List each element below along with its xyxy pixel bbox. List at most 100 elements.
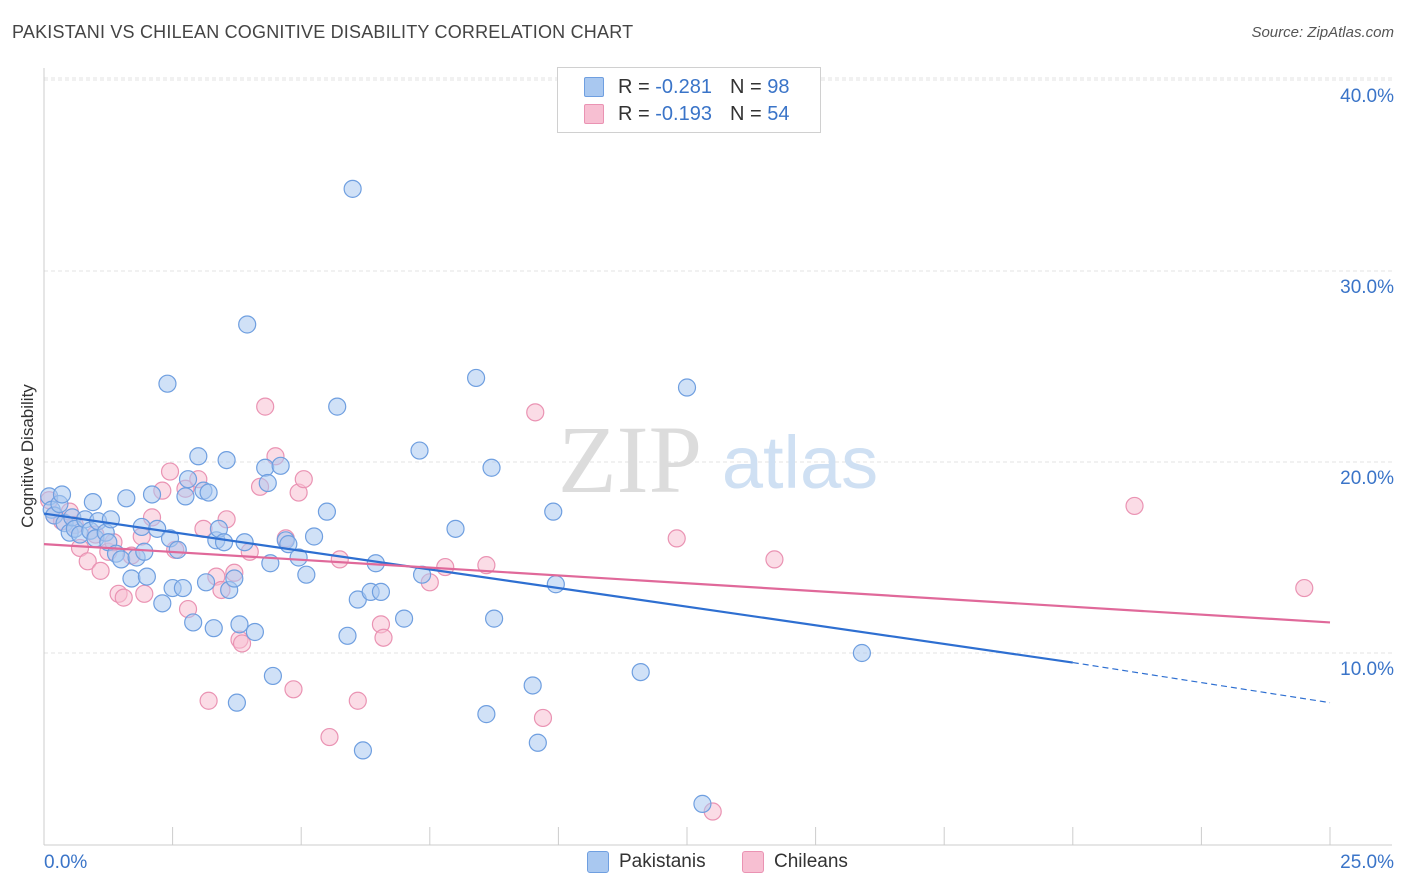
chilean-swatch-icon — [742, 851, 764, 873]
data-point — [353, 741, 373, 760]
data-point — [533, 708, 553, 728]
stats-legend: R = -0.281 N = 98 R = -0.193 N = 54 — [557, 67, 821, 133]
data-point — [371, 582, 391, 601]
data-point — [117, 489, 136, 508]
data-point — [482, 458, 501, 477]
pakistani-points — [40, 179, 871, 813]
data-point — [394, 609, 414, 628]
x-tick-max: 25.0% — [1340, 852, 1394, 873]
data-point — [78, 552, 97, 571]
data-point — [173, 578, 192, 598]
y-axis-label: Cognitive Disability — [18, 384, 37, 528]
data-point — [101, 510, 120, 529]
data-point — [238, 315, 257, 334]
data-point — [137, 567, 156, 586]
legend-n-value: 98 — [767, 75, 790, 98]
data-point — [693, 794, 712, 813]
data-point — [258, 473, 277, 493]
legend-row-chilean: R = -0.193 N = 54 — [584, 101, 789, 127]
data-point — [227, 693, 246, 712]
data-point — [153, 594, 172, 613]
legend-row-pakistani: R = -0.281 N = 98 — [584, 74, 789, 100]
y-tick-label: 20.0% — [1340, 468, 1394, 489]
legend-r-value: -0.193 — [655, 102, 712, 125]
data-point — [114, 588, 133, 607]
data-point — [178, 470, 198, 489]
data-point — [328, 397, 347, 416]
chart-title: PAKISTANI VS CHILEAN COGNITIVE DISABILIT… — [12, 22, 634, 42]
y-tick-label: 40.0% — [1340, 86, 1394, 107]
data-point — [52, 485, 72, 504]
data-point — [189, 447, 208, 466]
data-point — [667, 529, 686, 548]
data-point — [245, 622, 265, 642]
watermark-atlas: atlas — [722, 421, 878, 504]
legend-n-label: N = — [729, 75, 762, 98]
data-point — [196, 573, 216, 592]
data-point — [631, 662, 650, 682]
pakistani-swatch-icon — [584, 77, 604, 97]
data-point — [1125, 496, 1144, 516]
data-point — [852, 643, 871, 663]
data-point — [112, 550, 131, 569]
data-point — [526, 403, 545, 422]
data-point — [91, 561, 110, 580]
data-point — [304, 527, 324, 546]
trend-lines — [43, 512, 1331, 704]
data-point — [217, 450, 236, 470]
legend-n-label: N = — [729, 102, 762, 125]
legend-item-chileans: Chileans — [742, 851, 848, 873]
data-point — [204, 619, 223, 638]
data-point — [343, 179, 362, 198]
data-point — [765, 550, 784, 569]
data-point — [338, 626, 357, 645]
legend-r-label: R = — [618, 102, 650, 125]
data-point — [184, 613, 203, 632]
data-point — [160, 462, 180, 481]
data-point — [317, 502, 337, 521]
axis-layer — [43, 68, 1392, 846]
pakistani-swatch-icon — [587, 851, 609, 873]
data-point — [225, 569, 244, 588]
watermark: ZIP atlas — [558, 406, 878, 513]
data-point — [466, 368, 486, 388]
legend-label-pakistanis: Pakistanis — [619, 851, 706, 872]
data-point — [544, 502, 563, 521]
data-point — [230, 615, 249, 634]
data-point — [135, 542, 154, 561]
data-point — [199, 483, 218, 502]
legend-n-value: 54 — [767, 102, 790, 125]
data-point — [122, 569, 141, 588]
data-point — [1295, 578, 1314, 598]
legend-r-label: R = — [618, 75, 650, 98]
data-point — [168, 540, 187, 559]
grid-layer — [44, 77, 1392, 654]
data-point — [232, 634, 252, 653]
legend-item-pakistanis: Pakistanis — [587, 851, 706, 873]
data-point — [677, 378, 697, 397]
data-point — [135, 584, 154, 603]
data-point — [410, 441, 429, 460]
data-point — [263, 666, 283, 686]
legend-r-value: -0.281 — [655, 75, 712, 98]
data-point — [320, 727, 339, 747]
data-point — [256, 397, 275, 416]
data-point — [477, 556, 496, 575]
data-point — [446, 519, 465, 538]
y-tick-label: 30.0% — [1340, 277, 1394, 298]
data-point — [271, 456, 290, 475]
data-point — [374, 628, 393, 647]
pakistani-trend-extension — [1072, 661, 1331, 704]
data-point — [289, 548, 308, 567]
data-point — [284, 680, 303, 699]
chilean-swatch-icon — [584, 104, 604, 124]
chart-source: Source: ZipAtlas.com — [1251, 24, 1394, 41]
chilean-trend-line — [43, 543, 1331, 624]
legend-label-chileans: Chileans — [774, 851, 848, 872]
data-point — [199, 691, 218, 710]
watermark-zip: ZIP — [558, 406, 702, 513]
data-point — [485, 609, 504, 628]
data-point — [348, 691, 367, 710]
data-point — [256, 458, 275, 477]
